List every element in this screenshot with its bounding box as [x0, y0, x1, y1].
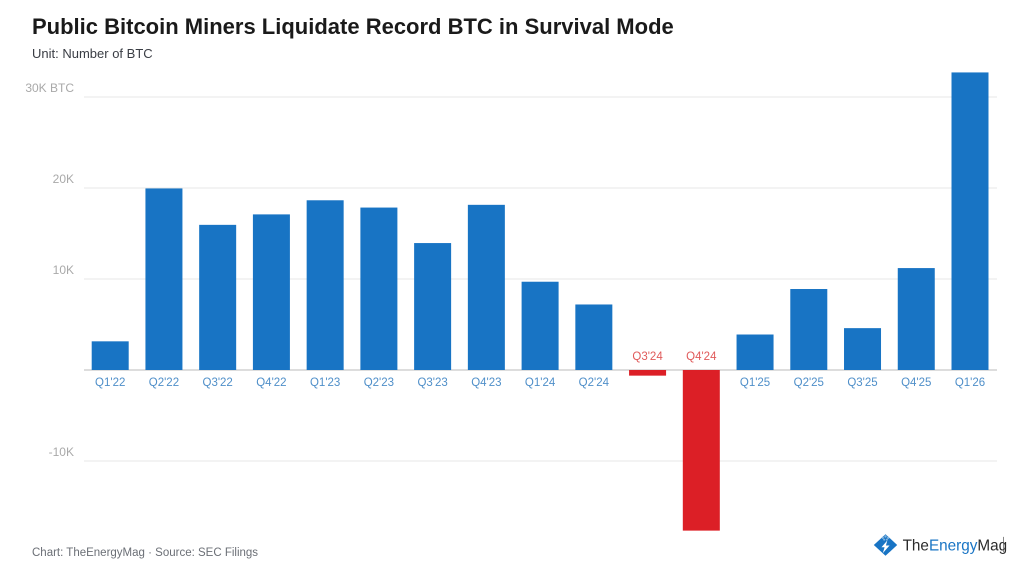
- svg-text:Q1'22: Q1'22: [95, 377, 125, 389]
- svg-text:Q4'25: Q4'25: [901, 377, 931, 389]
- svg-text:Q3'25: Q3'25: [847, 377, 877, 389]
- svg-text:30K BTC: 30K BTC: [25, 81, 74, 95]
- svg-text:Q1'25: Q1'25: [740, 377, 770, 389]
- svg-text:Q2'22: Q2'22: [149, 377, 179, 389]
- svg-text:Q1'26: Q1'26: [955, 377, 985, 389]
- svg-text:TheEnergyMag: TheEnergyMag: [903, 537, 1007, 554]
- svg-text:Q1'23: Q1'23: [310, 377, 340, 389]
- svg-text:20K: 20K: [53, 172, 74, 186]
- svg-text:Q3'24: Q3'24: [632, 351, 663, 363]
- svg-text:Q2'23: Q2'23: [364, 377, 394, 389]
- svg-text:Q3'23: Q3'23: [417, 377, 447, 389]
- svg-text:Q4'23: Q4'23: [471, 377, 501, 389]
- svg-text:-10K: -10K: [49, 445, 74, 459]
- svg-text:Q2'24: Q2'24: [579, 377, 610, 389]
- svg-text:Q4'22: Q4'22: [256, 377, 286, 389]
- svg-text:Q2'25: Q2'25: [794, 377, 824, 389]
- svg-text:Q4'24: Q4'24: [686, 351, 717, 363]
- svg-text:Q3'22: Q3'22: [203, 377, 233, 389]
- svg-text:10K: 10K: [53, 263, 74, 277]
- svg-text:Q1'24: Q1'24: [525, 377, 556, 389]
